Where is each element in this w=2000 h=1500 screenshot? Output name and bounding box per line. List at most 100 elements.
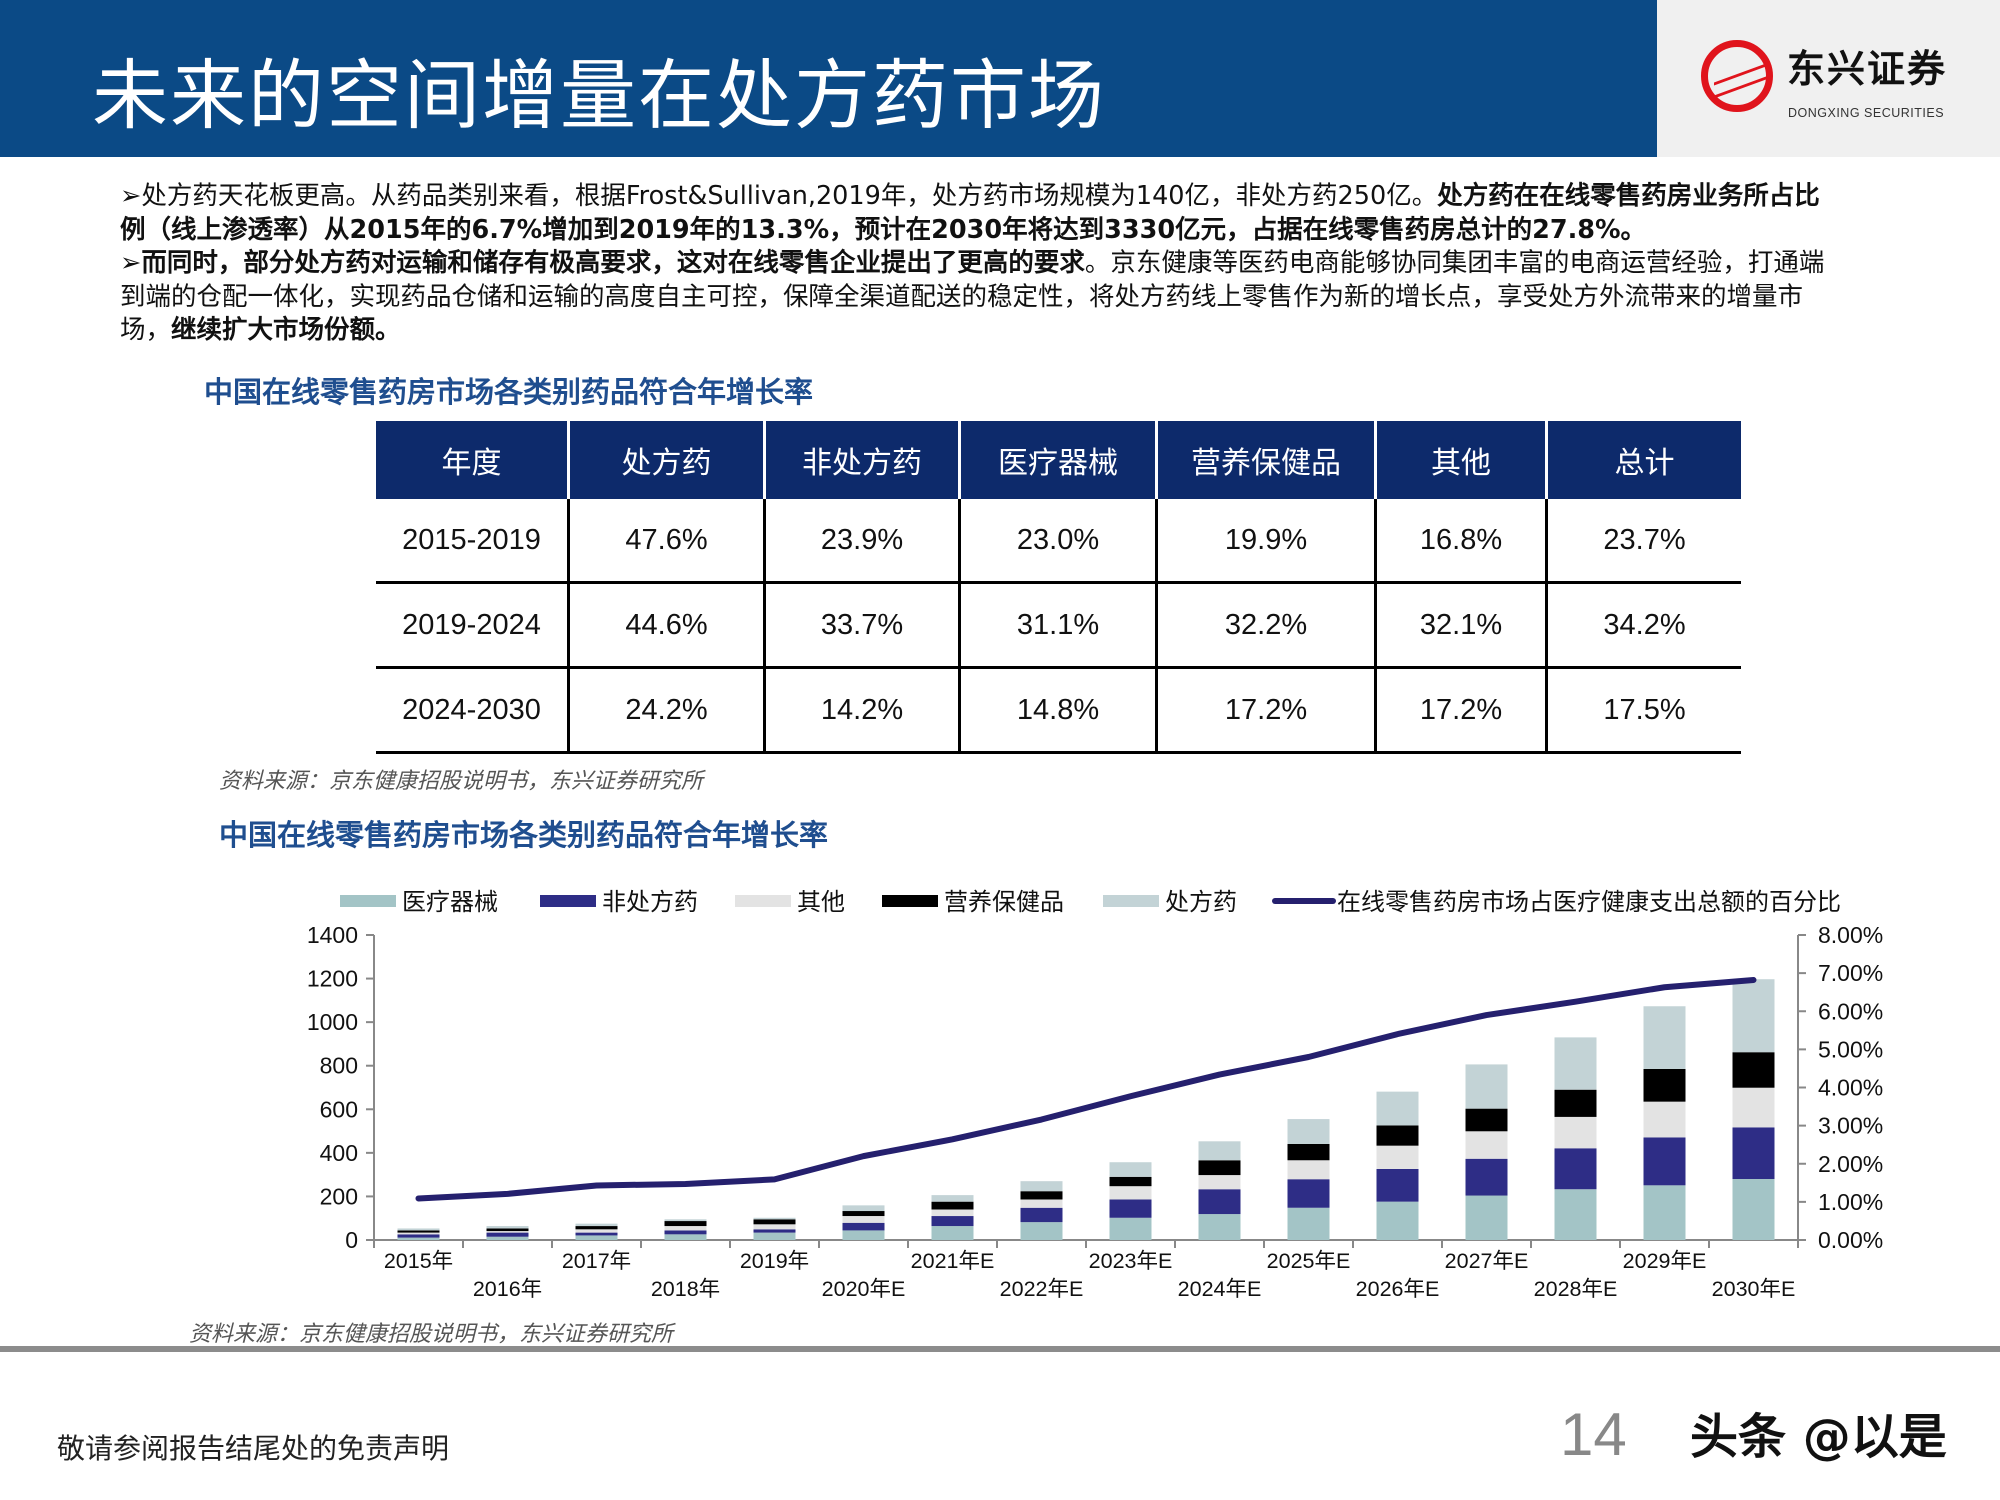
x-tick-label: 2023年E bbox=[1089, 1249, 1173, 1273]
table-title: 中国在线零售药房市场各类别药品符合年增长率 bbox=[204, 375, 814, 409]
bar-segment bbox=[1732, 979, 1775, 1053]
bar-segment bbox=[486, 1231, 529, 1233]
row-period: 2024-2030 bbox=[376, 667, 569, 754]
table-cell: 32.1% bbox=[1374, 582, 1547, 669]
right-tick-label: 2.00% bbox=[1818, 1151, 1883, 1177]
bar-segment bbox=[664, 1221, 707, 1227]
table-row: 2024-2030 24.2% 14.2% 14.8% 17.2% 17.2% 17.5% bbox=[376, 667, 1741, 754]
table-cell: 23.9% bbox=[763, 499, 960, 584]
x-tick-label: 2028年E bbox=[1534, 1277, 1618, 1301]
bar-segment bbox=[1287, 1160, 1330, 1180]
column-header: 总计 bbox=[1545, 421, 1741, 499]
bar-segment bbox=[486, 1226, 529, 1229]
bar-segment bbox=[1643, 1137, 1686, 1186]
bar-segment bbox=[1020, 1207, 1063, 1223]
bar-segment bbox=[1465, 1131, 1508, 1159]
bar-segment bbox=[1554, 1116, 1597, 1149]
text-segment: 。京东健康等医药电商能够协同集团丰富的电商运营经验，打通端到端的仓配一体化，实现… bbox=[120, 248, 1825, 345]
bar-segment bbox=[1554, 1189, 1597, 1240]
bar-segment bbox=[842, 1222, 885, 1231]
bar-segment bbox=[664, 1234, 707, 1240]
bar-segment bbox=[842, 1205, 885, 1212]
bar-segment bbox=[1109, 1186, 1152, 1200]
bar-segment bbox=[1465, 1195, 1508, 1240]
bar-segment bbox=[931, 1201, 974, 1210]
x-tick-label: 2024年E bbox=[1178, 1277, 1262, 1301]
bar-segment bbox=[753, 1229, 796, 1233]
bar-segment bbox=[1109, 1162, 1152, 1177]
table-header-row: 年度 处方药 非处方药 医疗器械 营养保健品 其他 总计 bbox=[376, 421, 1741, 499]
bar-segment bbox=[1376, 1091, 1419, 1126]
bar-segment bbox=[1109, 1199, 1152, 1218]
x-tick-label: 2030年E bbox=[1712, 1277, 1796, 1301]
bar-segment bbox=[842, 1230, 885, 1240]
right-tick-label: 0.00% bbox=[1818, 1227, 1883, 1253]
bar-segment bbox=[397, 1228, 440, 1231]
bar-segment bbox=[1554, 1089, 1597, 1117]
chart-title: 中国在线零售药房市场各类别药品符合年增长率 bbox=[219, 818, 829, 852]
x-tick-label: 2016年 bbox=[473, 1277, 542, 1301]
legend-swatch bbox=[340, 895, 396, 907]
x-tick-label: 2022年E bbox=[1000, 1277, 1084, 1301]
legend-label: 营养保健品 bbox=[944, 889, 1064, 916]
company-logo: 东兴证券 DONGXING SECURITIES bbox=[1657, 0, 2000, 157]
column-header: 处方药 bbox=[567, 421, 765, 499]
x-tick-label: 2027年E bbox=[1445, 1249, 1529, 1273]
table-cell: 44.6% bbox=[567, 582, 765, 669]
bar-segment bbox=[486, 1232, 529, 1237]
bar-segment bbox=[753, 1217, 796, 1220]
bar-segment bbox=[1109, 1176, 1152, 1187]
table-cell: 19.9% bbox=[1155, 499, 1376, 584]
bar-segment bbox=[1020, 1191, 1063, 1200]
bar-segment bbox=[1287, 1143, 1330, 1161]
bar-segment bbox=[1643, 1068, 1686, 1102]
bar-segment bbox=[664, 1219, 707, 1222]
bar-segment bbox=[1198, 1214, 1241, 1240]
bar-segment bbox=[1643, 1185, 1686, 1240]
legend-label: 在线零售药房市场占医疗健康支出总额的百分比 bbox=[1337, 889, 1841, 916]
bar-segment bbox=[1287, 1119, 1330, 1144]
bar-segment bbox=[664, 1226, 707, 1231]
bar-segment bbox=[1287, 1179, 1330, 1208]
right-tick-label: 5.00% bbox=[1818, 1036, 1883, 1062]
bar-segment bbox=[1376, 1201, 1419, 1240]
table-cell: 17.5% bbox=[1545, 667, 1741, 754]
bold-text-segment: 处方药在在线零售药房业务所占比例（线上渗透率）从2015年的6.7%增加到201… bbox=[120, 181, 1820, 245]
column-header: 非处方药 bbox=[763, 421, 960, 499]
left-tick-label: 1400 bbox=[307, 922, 358, 948]
table-cell: 14.8% bbox=[958, 667, 1157, 754]
disclaimer-text: 敬请参阅报告结尾处的免责声明 bbox=[57, 1432, 450, 1465]
right-tick-label: 3.00% bbox=[1818, 1113, 1883, 1139]
logo-emblem-icon bbox=[1701, 40, 1773, 112]
left-tick-label: 0 bbox=[345, 1227, 358, 1253]
bar-segment bbox=[1376, 1168, 1419, 1202]
x-tick-label: 2015年 bbox=[384, 1249, 453, 1273]
header-bar: 未来的空间增量在处方药市场 bbox=[0, 0, 1657, 157]
bar-segment bbox=[1198, 1189, 1241, 1215]
table-cell: 31.1% bbox=[958, 582, 1157, 669]
column-header: 医疗器械 bbox=[958, 421, 1157, 499]
table-cell: 24.2% bbox=[567, 667, 765, 754]
table-cell: 16.8% bbox=[1374, 499, 1547, 584]
bar-segment bbox=[397, 1234, 440, 1238]
x-tick-label: 2018年 bbox=[651, 1277, 720, 1301]
right-tick-label: 7.00% bbox=[1818, 960, 1883, 986]
column-header: 年度 bbox=[376, 421, 569, 499]
logo-name-cn: 东兴证券 bbox=[1787, 47, 1948, 91]
bar-segment bbox=[486, 1236, 529, 1240]
left-tick-label: 1000 bbox=[307, 1009, 358, 1035]
page-number: 14 bbox=[1560, 1401, 1627, 1468]
legend-swatch bbox=[735, 895, 791, 907]
right-tick-label: 6.00% bbox=[1818, 998, 1883, 1024]
watermark: 头条 @以是 bbox=[1690, 1409, 1947, 1465]
bar-segment bbox=[842, 1216, 885, 1223]
stacked-bar-line-chart: 0 200 400 600 800 1000 1200 1400 0.00% 1.00% 2.00%… bbox=[307, 889, 1883, 1301]
bar-segment bbox=[1732, 1179, 1775, 1240]
bar-segment bbox=[1287, 1207, 1330, 1240]
bar-segment bbox=[1643, 1006, 1686, 1069]
left-tick-label: 1200 bbox=[307, 966, 358, 992]
bar-segment bbox=[1109, 1217, 1152, 1240]
legend-label: 非处方药 bbox=[602, 889, 698, 916]
bar-segment bbox=[664, 1230, 707, 1235]
table-cell: 32.2% bbox=[1155, 582, 1376, 669]
